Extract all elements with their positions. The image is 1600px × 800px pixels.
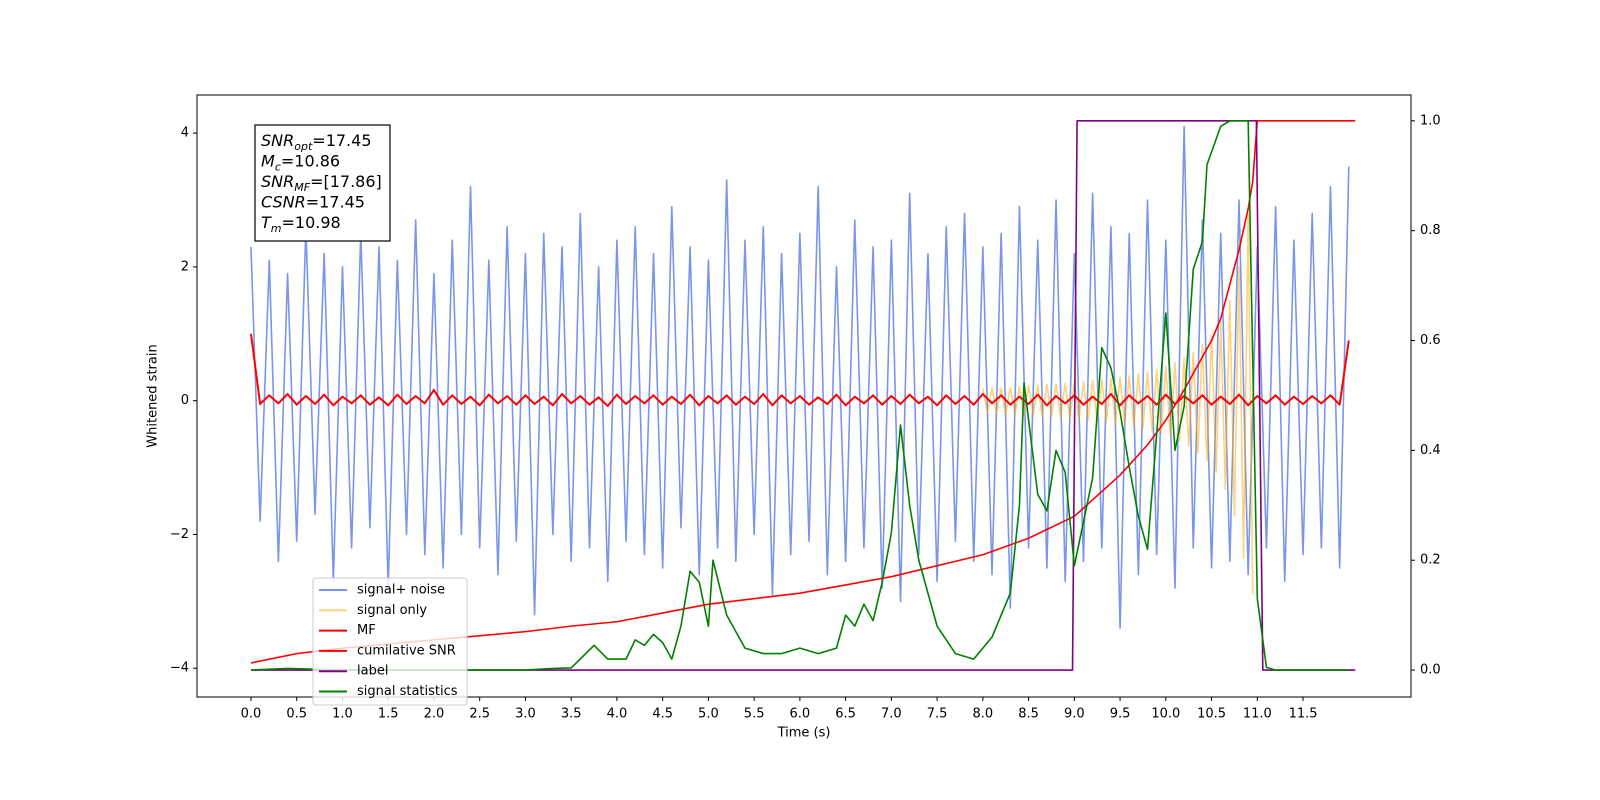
y2-tick-label: 0.0: [1420, 663, 1441, 678]
stats-symbol: T: [261, 213, 272, 232]
x-tick-label: 0.0: [241, 707, 262, 722]
stats-subscript: c: [275, 161, 281, 174]
y-tick-label: 2: [181, 259, 189, 274]
x-tick-label: 9.0: [1064, 707, 1085, 722]
y2-tick-label: 1.0: [1420, 113, 1441, 128]
x-tick-label: 3.5: [561, 707, 582, 722]
x-tick-label: 2.0: [424, 707, 445, 722]
legend-frame: [312, 577, 468, 706]
y-tick-label: −4: [170, 661, 189, 676]
legend-label: signal+ noise: [357, 583, 445, 598]
stats-line: CSNR=17.45: [261, 193, 365, 212]
y2-tick-label: 0.6: [1420, 333, 1441, 348]
x-tick-label: 1.0: [332, 707, 353, 722]
x-tick-label: 7.5: [927, 707, 948, 722]
series-line: [250, 120, 1349, 671]
y2-tick-label: 0.4: [1420, 443, 1441, 458]
x-tick-label: 0.5: [286, 707, 307, 722]
stats-symbol: M: [261, 152, 275, 171]
stats-text: =17.45: [306, 193, 365, 212]
x-tick-label: 8.5: [1018, 707, 1039, 722]
stats-symbol: SNR: [261, 131, 294, 150]
x-tick-label: 8.0: [973, 707, 994, 722]
legend-label: signal statistics: [357, 684, 458, 699]
x-tick-label: 11.0: [1243, 707, 1272, 722]
stats-line: SNRopt=17.45: [261, 131, 372, 153]
stats-line: Mc=10.86: [261, 152, 340, 174]
series-line: [250, 125, 1350, 629]
x-tick-label: 3.0: [515, 707, 536, 722]
legend-label: cumilative SNR: [357, 643, 456, 658]
stats-box-frame: [254, 124, 391, 242]
stats-box: SNRopt=17.45Mc=10.86SNRMF=[17.86]CSNR=17…: [254, 124, 391, 242]
x-tick-label: 4.5: [652, 707, 673, 722]
stats-subscript: m: [271, 222, 282, 235]
stats-symbol: SNR: [261, 172, 294, 191]
legend-label: signal only: [357, 603, 427, 618]
x-tick-label: 6.0: [790, 707, 811, 722]
stats-text: =17.45: [312, 131, 371, 150]
x-tick-label: 6.5: [835, 707, 856, 722]
x-tick-label: 5.5: [744, 707, 765, 722]
x-tick-label: 10.5: [1197, 707, 1226, 722]
y-tick-label: 0: [181, 393, 189, 408]
stats-line: SNRMF=[17.86]: [261, 172, 382, 194]
x-tick-label: 4.0: [607, 707, 628, 722]
x-tick-label: 5.0: [698, 707, 719, 722]
plot-frame: [196, 94, 1412, 698]
stats-text: =10.86: [281, 152, 340, 171]
x-tick-label: 1.5: [378, 707, 399, 722]
x-tick-label: 11.5: [1289, 707, 1318, 722]
legend: signal+ noise signal only MF cumilative SNR…: [312, 577, 468, 706]
stats-text: =10.98: [282, 213, 341, 232]
x-tick-label: 7.0: [881, 707, 902, 722]
y2-tick-label: 0.2: [1420, 553, 1441, 568]
stats-text: =[17.86]: [310, 172, 382, 191]
x-tick-label: 9.5: [1110, 707, 1131, 722]
series-line: [249, 333, 1350, 408]
legend-label: label: [357, 664, 388, 679]
x-axis-label: Time (s): [777, 726, 831, 741]
y-tick-label: 4: [181, 126, 189, 141]
stats-symbol: CSNR: [261, 193, 306, 212]
x-tick-label: 2.5: [469, 707, 490, 722]
stats-line: Tm=10.98: [261, 213, 341, 235]
y2-tick-label: 0.8: [1420, 223, 1441, 238]
y-tick-label: −2: [170, 527, 189, 542]
y-axis-label: Whitened strain: [146, 344, 161, 447]
x-tick-label: 10.0: [1151, 707, 1180, 722]
stats-subscript: MF: [294, 181, 310, 194]
legend-label: MF: [357, 623, 376, 638]
stats-subscript: opt: [294, 140, 313, 153]
